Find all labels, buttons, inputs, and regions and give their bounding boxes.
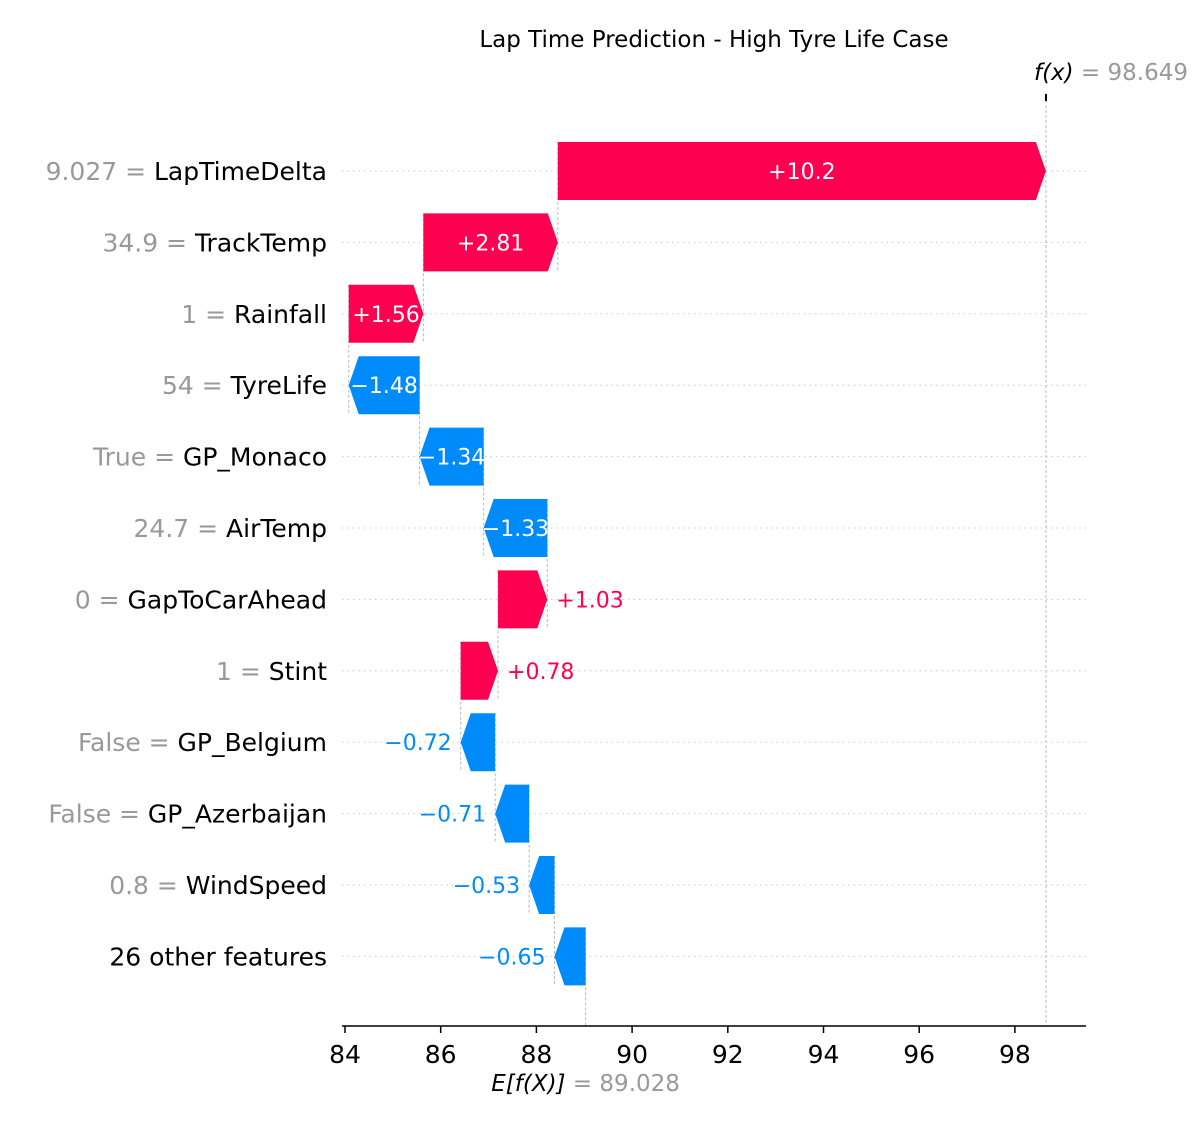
feature-value: 54 = bbox=[162, 371, 231, 400]
feature-name: Rainfall bbox=[234, 300, 327, 329]
feature-label: True = GP_Monaco bbox=[92, 443, 327, 472]
feature-name: WindSpeed bbox=[186, 871, 327, 900]
feature-label: 0.8 = WindSpeed bbox=[109, 871, 327, 900]
feature-label: 9.027 = LapTimeDelta bbox=[46, 157, 327, 186]
bar-value-label: −0.71 bbox=[419, 803, 486, 828]
bar-value-label: +1.56 bbox=[352, 303, 419, 328]
feature-value: 34.9 = bbox=[102, 228, 195, 257]
bar-value-label: +10.2 bbox=[768, 160, 835, 185]
feature-value: 0 = bbox=[75, 585, 128, 614]
bar-value-label: +1.03 bbox=[556, 588, 623, 613]
feature-label: 0 = GapToCarAhead bbox=[75, 585, 327, 614]
x-tick-label: 92 bbox=[712, 1040, 744, 1069]
feature-name: GP_Belgium bbox=[178, 728, 327, 757]
x-tick-label: 84 bbox=[329, 1040, 361, 1069]
chart-title: Lap Time Prediction - High Tyre Life Cas… bbox=[479, 27, 948, 53]
feature-value: 0.8 = bbox=[109, 871, 186, 900]
bar-value-label: −0.72 bbox=[384, 731, 451, 756]
bar-value-label: +0.78 bbox=[507, 660, 574, 685]
x-tick-label: 98 bbox=[999, 1040, 1031, 1069]
bar-gp-belgium bbox=[460, 713, 496, 772]
bar-rainfall bbox=[348, 284, 424, 343]
bar-gp-azerbaijan bbox=[495, 784, 530, 843]
feature-name: TyreLife bbox=[230, 371, 327, 400]
output-value-label: f(x) = 98.649 bbox=[1034, 60, 1188, 86]
x-tick-label: 86 bbox=[425, 1040, 457, 1069]
feature-name: GapToCarAhead bbox=[128, 585, 327, 614]
bar-value-label: −1.33 bbox=[482, 517, 549, 542]
feature-label: 34.9 = TrackTemp bbox=[102, 228, 327, 257]
bar-value-label: −0.65 bbox=[478, 945, 545, 970]
feature-value: True = bbox=[92, 443, 183, 472]
bar-gp-monaco bbox=[419, 427, 484, 486]
feature-label: False = GP_Belgium bbox=[78, 728, 327, 757]
feature-name: AirTemp bbox=[226, 514, 327, 543]
bar-windspeed bbox=[529, 856, 555, 914]
feature-label: 1 = Rainfall bbox=[181, 300, 327, 329]
feature-labels: 9.027 = LapTimeDelta 34.9 = TrackTemp 1 = … bbox=[46, 157, 328, 971]
bar-tyrelife bbox=[348, 356, 420, 415]
bar-laptimedelta bbox=[557, 142, 1046, 200]
feature-name: TrackTemp bbox=[194, 228, 327, 257]
feature-label: 54 = TyreLife bbox=[162, 371, 327, 400]
grid-layer bbox=[342, 170, 1086, 957]
x-tick-label: 88 bbox=[520, 1040, 552, 1069]
feature-name: 26 other features bbox=[109, 942, 327, 971]
feature-value: 9.027 = bbox=[46, 157, 154, 186]
x-tick-label: 96 bbox=[903, 1040, 935, 1069]
feature-label: 1 = Stint bbox=[216, 657, 327, 686]
feature-name: Stint bbox=[269, 657, 327, 686]
output-label-prefix: f(x) bbox=[1034, 60, 1074, 86]
feature-value: False = bbox=[48, 800, 148, 829]
feature-value: 24.7 = bbox=[134, 514, 227, 543]
bar-value-label: −1.34 bbox=[418, 446, 485, 471]
feature-value: 1 = bbox=[216, 657, 269, 686]
bar-value-label: −0.53 bbox=[453, 874, 520, 899]
feature-label: 24.7 = AirTemp bbox=[134, 514, 327, 543]
bar-26-other-features bbox=[554, 927, 586, 986]
feature-name: GP_Azerbaijan bbox=[148, 800, 327, 829]
feature-label: False = GP_Azerbaijan bbox=[48, 800, 327, 829]
base-label-prefix: E[f(X)] bbox=[491, 1071, 565, 1097]
x-axis: 84 86 88 90 92 94 96 98 E[f(X)] = 89.028 bbox=[329, 1025, 1086, 1097]
x-tick-label: 90 bbox=[616, 1040, 648, 1069]
feature-value: 1 = bbox=[181, 300, 234, 329]
bar-value-label: −1.48 bbox=[350, 374, 417, 399]
x-tick-label: 94 bbox=[808, 1040, 840, 1069]
bars-layer: +10.2 +2.81 +1.56 −1.48 −1.34 −1.33 +1.03 +0.78… bbox=[348, 142, 1046, 986]
bar-airtemp bbox=[483, 499, 548, 557]
base-value-text: = 89.028 bbox=[566, 1071, 680, 1097]
bar-gaptocarahead bbox=[498, 570, 548, 629]
bar-value-label: +2.81 bbox=[457, 231, 524, 256]
bar-stint bbox=[460, 641, 499, 700]
bar-tracktemp bbox=[423, 213, 558, 272]
output-value-text: = 98.649 bbox=[1074, 60, 1188, 86]
feature-label: 26 other features bbox=[109, 942, 327, 971]
feature-name: GP_Monaco bbox=[183, 443, 327, 472]
feature-value: False = bbox=[78, 728, 178, 757]
base-value-label: E[f(X)] = 89.028 bbox=[491, 1071, 680, 1097]
feature-name: LapTimeDelta bbox=[154, 157, 327, 186]
